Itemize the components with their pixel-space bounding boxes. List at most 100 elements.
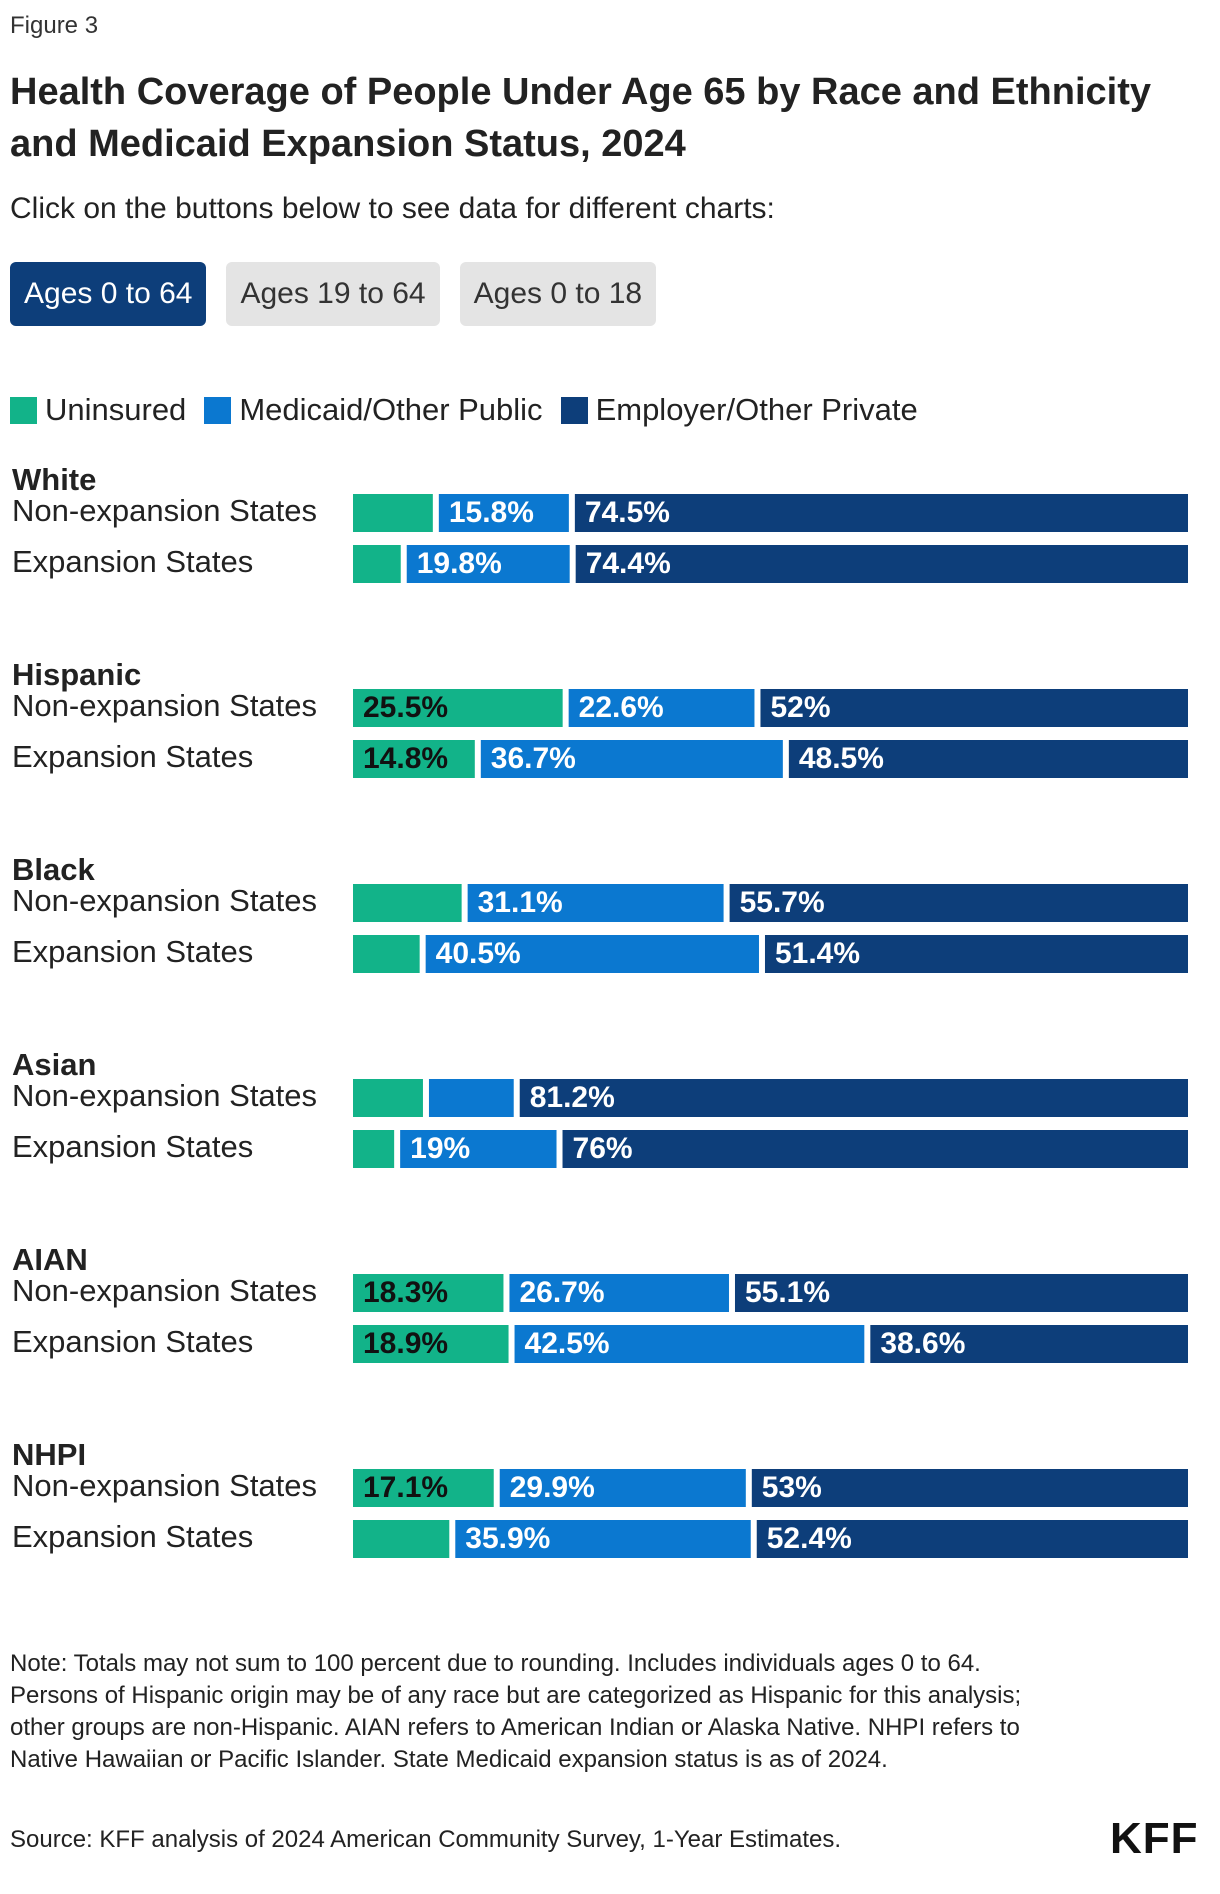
age-button-group: Ages 0 to 64 Ages 19 to 64 Ages 0 to 18: [10, 262, 657, 326]
row-label: Non-expansion States: [12, 883, 317, 918]
bar-segment: [353, 494, 433, 532]
data-label: 14.8%: [363, 742, 448, 775]
bar-segment: [756, 1520, 1188, 1558]
data-label: 76%: [573, 1132, 633, 1165]
bar-segment: [353, 1520, 450, 1558]
legend-item-uninsured: Uninsured: [10, 392, 186, 428]
bar-segment: [519, 1079, 1188, 1117]
bar-segment: [455, 1520, 751, 1558]
bar-segment: [400, 1130, 557, 1168]
bar-segment: [729, 884, 1188, 922]
bar-segment: [514, 1325, 865, 1363]
chart-note: Note: Totals may not sum to 100 percent …: [10, 1650, 1022, 1773]
bar-segment: [428, 1079, 514, 1117]
data-label: 52.4%: [767, 1522, 852, 1555]
data-label: 53%: [762, 1471, 822, 1504]
legend-label-uninsured: Uninsured: [45, 392, 187, 427]
data-label: 55.7%: [740, 886, 825, 919]
bar-segment: [574, 494, 1188, 532]
data-label: 29.9%: [510, 1471, 595, 1504]
figure-label: Figure 3: [10, 12, 99, 39]
legend-item-medicaid: Medicaid/Other Public: [204, 392, 543, 428]
data-label: 55.1%: [745, 1276, 830, 1309]
ages-0-to-64-button[interactable]: Ages 0 to 64: [10, 262, 207, 326]
bar-segment: [751, 1469, 1188, 1507]
row-label: Expansion States: [12, 544, 253, 579]
bar-segment: [353, 1325, 509, 1363]
data-label: 42.5%: [525, 1327, 610, 1360]
bar-segment: [562, 1130, 1188, 1168]
bar-segment: [406, 545, 570, 583]
bar-segment: [760, 689, 1188, 727]
data-label: 48.5%: [799, 742, 884, 775]
group-title-hispanic: Hispanic: [12, 657, 141, 692]
ages-19-to-64-button[interactable]: Ages 19 to 64: [226, 262, 440, 326]
bar-segment: [575, 545, 1188, 583]
group-title-white: White: [12, 462, 96, 497]
bar-segment: [353, 689, 563, 727]
data-label: 25.5%: [363, 691, 448, 724]
data-label: 74.5%: [585, 496, 670, 529]
bar-segment: [353, 1274, 504, 1312]
bar-segment: [467, 884, 724, 922]
data-label: 18.9%: [363, 1327, 448, 1360]
ages-0-to-18-button[interactable]: Ages 0 to 18: [459, 262, 657, 326]
chart-legend: Uninsured Medicaid/Other Public Employer…: [10, 392, 936, 428]
row-label: Non-expansion States: [12, 1078, 317, 1113]
bar-segment: [438, 494, 569, 532]
bar-segment: [353, 1469, 494, 1507]
row-label: Non-expansion States: [12, 1273, 317, 1308]
data-label: 18.3%: [363, 1276, 448, 1309]
data-label: 38.6%: [880, 1327, 965, 1360]
row-label: Non-expansion States: [12, 1468, 317, 1503]
bar-segment: [870, 1325, 1188, 1363]
bar-segment: [353, 1079, 423, 1117]
bar-segment: [568, 689, 755, 727]
data-label: 31.1%: [478, 886, 563, 919]
group-title-nhpi: NHPI: [12, 1437, 86, 1472]
row-label: Non-expansion States: [12, 688, 317, 723]
bar-segment: [353, 935, 420, 973]
data-label: 35.9%: [465, 1522, 550, 1555]
kff-logo: KFF: [1110, 1814, 1199, 1863]
data-label: 17.1%: [363, 1471, 448, 1504]
legend-swatch-medicaid: [204, 396, 232, 424]
row-label: Expansion States: [12, 1519, 253, 1554]
bar-segment: [353, 1130, 395, 1168]
bar-segment: [480, 740, 783, 778]
data-label: 51.4%: [775, 937, 860, 970]
bar-segment: [734, 1274, 1188, 1312]
legend-label-medicaid: Medicaid/Other Public: [239, 392, 543, 427]
row-label: Expansion States: [12, 934, 253, 969]
data-label: 22.6%: [579, 691, 664, 724]
row-label: Non-expansion States: [12, 493, 317, 528]
data-label: 19.8%: [417, 547, 502, 580]
legend-swatch-uninsured: [10, 396, 37, 424]
data-label: 36.7%: [491, 742, 576, 775]
group-title-black: Black: [12, 852, 95, 887]
bar-segment: [499, 1469, 746, 1507]
data-label: 15.8%: [449, 496, 534, 529]
legend-swatch-employer: [560, 396, 588, 424]
bar-segment: [788, 740, 1188, 778]
bar-segment: [425, 935, 759, 973]
group-title-aian: AIAN: [12, 1242, 88, 1277]
data-label: 26.7%: [519, 1276, 604, 1309]
bar-segment: [509, 1274, 729, 1312]
legend-item-employer: Employer/Other Private: [560, 392, 918, 428]
row-label: Expansion States: [12, 1324, 253, 1359]
bar-segment: [353, 545, 401, 583]
bar-segment: [764, 935, 1188, 973]
bar-segment: [353, 884, 462, 922]
chart-subtitle: Click on the buttons below to see data f…: [10, 192, 775, 225]
data-label: 81.2%: [530, 1081, 615, 1114]
group-title-asian: Asian: [12, 1047, 96, 1082]
data-label: 40.5%: [436, 937, 521, 970]
chart-title: Health Coverage of People Under Age 65 b…: [10, 71, 1152, 165]
data-label: 52%: [770, 691, 830, 724]
legend-label-employer: Employer/Other Private: [595, 392, 918, 427]
chart-source: Source: KFF analysis of 2024 American Co…: [10, 1826, 842, 1853]
row-label: Expansion States: [12, 739, 253, 774]
data-label: 19%: [410, 1132, 470, 1165]
